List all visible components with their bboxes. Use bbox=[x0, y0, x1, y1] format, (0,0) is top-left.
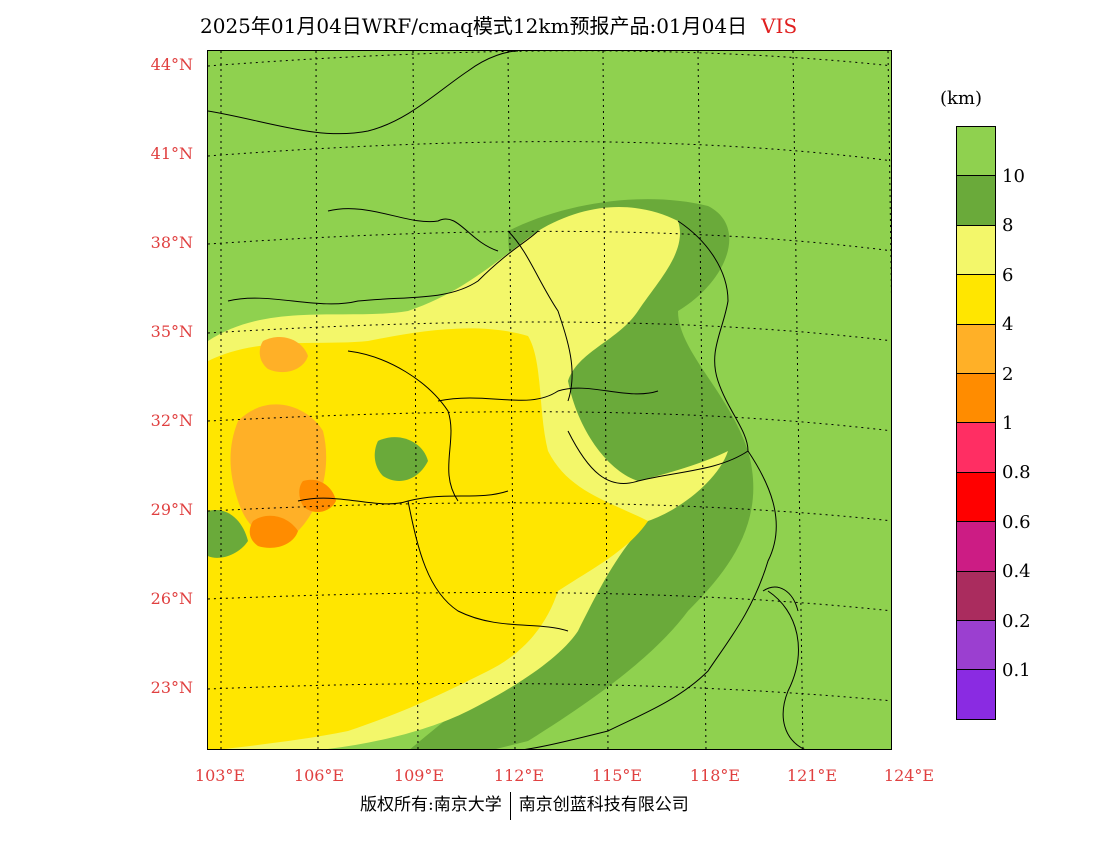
legend-swatch bbox=[956, 570, 996, 620]
legend-colorbar bbox=[956, 126, 996, 720]
vis-8km-zone-west bbox=[208, 510, 248, 558]
lon-label-112: 112°E bbox=[493, 766, 545, 785]
lon-label-121: 121°E bbox=[786, 766, 838, 785]
lat-label-32: 32°N bbox=[150, 411, 193, 430]
lon-label-103: 103°E bbox=[194, 766, 246, 785]
lat-label-41: 41°N bbox=[150, 144, 193, 163]
footer-separator bbox=[509, 791, 511, 820]
vis-8km-zone-basin bbox=[374, 437, 428, 481]
legend-label: 0.8 bbox=[1002, 462, 1031, 484]
legend-swatch bbox=[956, 372, 996, 423]
title-main: 2025年01月04日WRF/cmaq模式12km预报产品:01月04日 bbox=[200, 14, 748, 38]
lat-label-29: 29°N bbox=[150, 500, 193, 519]
legend-label: 1 bbox=[1002, 413, 1014, 434]
lat-label-26: 26°N bbox=[150, 589, 193, 608]
map-title: 2025年01月04日WRF/cmaq模式12km预报产品:01月04日 VIS bbox=[200, 10, 797, 39]
legend-label: 4 bbox=[1002, 314, 1014, 336]
legend-label: 0.6 bbox=[1002, 511, 1031, 533]
legend-label: 10 bbox=[1002, 166, 1025, 187]
legend-swatch bbox=[956, 669, 996, 720]
legend-label: 6 bbox=[1002, 264, 1014, 286]
lat-label-38: 38°N bbox=[150, 233, 193, 252]
legend-swatch bbox=[956, 471, 996, 522]
legend-swatch bbox=[956, 175, 996, 225]
legend-swatch bbox=[956, 224, 996, 275]
lat-label-23: 23°N bbox=[150, 678, 193, 697]
vis-2km-zone-north bbox=[259, 336, 308, 373]
lat-label-44: 44°N bbox=[150, 55, 193, 74]
lon-label-109: 109°E bbox=[393, 766, 445, 785]
lon-label-118: 118°E bbox=[689, 766, 741, 785]
title-variable: VIS bbox=[761, 14, 798, 38]
legend-label: 2 bbox=[1002, 363, 1014, 385]
footer-left: 版权所有:南京大学 bbox=[360, 795, 502, 815]
legend-label: 8 bbox=[1002, 215, 1014, 237]
legend-swatch bbox=[956, 323, 996, 373]
lon-label-106: 106°E bbox=[293, 766, 345, 785]
visibility-map[interactable] bbox=[207, 50, 892, 750]
legend-swatch bbox=[956, 521, 996, 571]
map-canvas bbox=[208, 51, 891, 749]
copyright-footer: 版权所有:南京大学 南京创蓝科技有限公司 bbox=[360, 790, 689, 820]
legend-label: 0.1 bbox=[1002, 660, 1031, 681]
lon-label-124: 124°E bbox=[883, 766, 935, 785]
lon-label-115: 115°E bbox=[591, 766, 643, 785]
legend-swatch bbox=[956, 126, 996, 176]
footer-right: 南京创蓝科技有限公司 bbox=[518, 795, 689, 815]
legend-swatch bbox=[956, 274, 996, 324]
legend-unit: (km) bbox=[940, 88, 983, 109]
graticule bbox=[208, 51, 891, 749]
legend-label: 0.4 bbox=[1002, 561, 1031, 583]
boundary-lines bbox=[208, 51, 806, 749]
legend-swatch bbox=[956, 619, 996, 670]
legend-label: 0.2 bbox=[1002, 610, 1031, 632]
legend-swatch bbox=[956, 422, 996, 472]
lat-label-35: 35°N bbox=[150, 322, 193, 341]
vis-1km-zone bbox=[249, 515, 298, 548]
